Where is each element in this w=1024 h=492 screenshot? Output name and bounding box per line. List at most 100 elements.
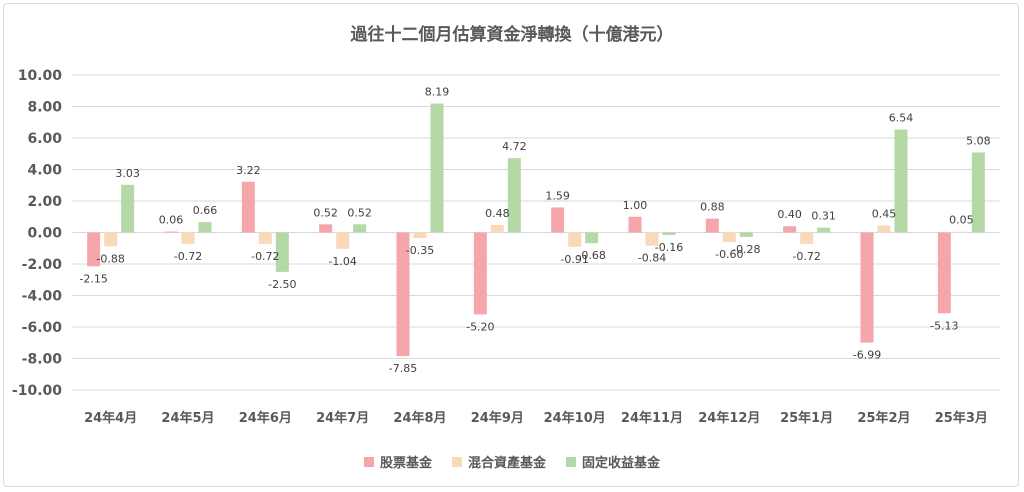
data-label: 0.40 [777,208,802,221]
data-label: -7.85 [389,362,417,375]
data-label: -0.72 [251,250,279,263]
bar [894,129,908,233]
x-tick-label: 24年9月 [471,410,524,426]
data-label: -0.60 [715,248,743,261]
data-label: -0.72 [792,250,820,263]
chart-frame [3,3,1019,487]
legend-item-mixed[interactable]: 混合資產基金 [451,452,546,471]
data-label: -0.91 [560,253,588,266]
y-tick-label: -6.00 [22,320,63,336]
x-tick-label: 24年7月 [316,410,369,426]
bar [628,216,642,233]
data-label: 1.59 [545,189,570,202]
y-tick-label: 10.00 [18,68,63,84]
bar [198,222,212,233]
y-tick-label: -2.00 [22,257,63,273]
bar [413,232,427,239]
gridlines [72,74,1000,391]
y-tick-label: -8.00 [22,352,63,368]
data-label: 1.00 [623,199,648,212]
bar [783,226,797,233]
bar [275,232,289,272]
y-axis: 10.00 8.00 6.00 4.00 2.00 0.00 -2.00 -4.00 -6.00… [12,68,62,399]
legend-label-fixed-income: 固定收益基金 [582,456,661,471]
bar [722,232,736,242]
bar [937,232,951,314]
bar [739,232,753,237]
bar [164,231,178,233]
data-label: -5.20 [466,320,494,333]
legend-swatch-mixed [451,456,462,467]
x-tick-label: 24年4月 [84,410,137,426]
x-tick-label: 24年11月 [621,410,683,426]
bar [645,232,659,246]
x-tick-label: 24年12月 [698,410,760,426]
data-label: 0.52 [313,206,338,219]
data-label: 3.03 [115,167,140,180]
legend-item-fixed-income[interactable]: 固定收益基金 [566,452,660,471]
bar [662,232,676,236]
bar [585,232,599,244]
bar [319,224,333,233]
x-tick-label: 24年10月 [544,410,606,426]
bar [800,232,814,244]
bar [258,232,272,244]
data-label: -1.04 [328,255,356,268]
bars [87,103,985,357]
data-label: 0.06 [159,214,184,227]
legend-item-equity[interactable]: 股票基金 [363,452,432,471]
data-label: 0.31 [811,210,836,223]
bar [971,152,985,233]
bar [817,227,831,233]
x-tick-label: 25年2月 [857,410,910,426]
y-tick-label: 0.00 [27,226,62,242]
data-label: 0.52 [347,206,372,219]
bar [241,181,255,233]
data-label: -0.16 [655,241,683,254]
bar [396,232,410,357]
data-label: -2.15 [79,272,107,285]
y-tick-label: -10.00 [12,383,62,399]
y-tick-label: -4.00 [22,289,63,305]
data-label: -0.35 [406,244,434,257]
data-label: -6.99 [853,349,881,362]
data-label: -0.88 [96,252,124,265]
data-labels: -2.15 -0.88 3.03 0.06 -0.72 0.66 3.22 -0.72 -2.5… [79,86,990,376]
data-label: 0.05 [949,214,974,227]
legend-label-equity: 股票基金 [379,456,432,471]
x-tick-label: 24年6月 [239,410,292,426]
data-label: 0.88 [700,201,725,214]
data-label: 0.48 [485,207,510,220]
data-label: 5.08 [966,134,991,147]
x-tick-label: 24年8月 [393,410,446,426]
x-axis: 24年4月 24年5月 24年6月 24年7月 24年8月 24年9月 24年10月 24年1… [84,410,988,426]
data-label: 0.45 [872,207,897,220]
y-tick-label: 4.00 [27,163,62,179]
bar [568,232,582,247]
data-label: 3.22 [236,164,261,177]
bar [490,224,504,233]
bar [336,232,350,249]
bar [87,232,101,267]
y-tick-label: 6.00 [27,131,62,147]
data-label: 8.19 [425,86,450,99]
bar [353,224,367,233]
y-tick-label: 2.00 [27,194,62,210]
legend-label-mixed: 混合資產基金 [467,456,546,471]
data-label: -5.13 [930,319,958,332]
x-tick-label: 25年1月 [780,410,833,426]
bar [507,158,521,233]
bar [430,103,444,233]
bar [104,232,118,247]
data-label: 4.72 [502,140,527,153]
bar [705,218,719,233]
data-label: 0.66 [193,204,218,217]
data-label: -0.28 [732,243,760,256]
legend: 股票基金 混合資產基金 固定收益基金 [0,452,1024,471]
data-label: 6.54 [889,111,914,124]
bar [860,232,874,343]
x-tick-label: 25年3月 [935,410,988,426]
data-label: -2.50 [268,278,296,291]
bar [121,184,135,233]
